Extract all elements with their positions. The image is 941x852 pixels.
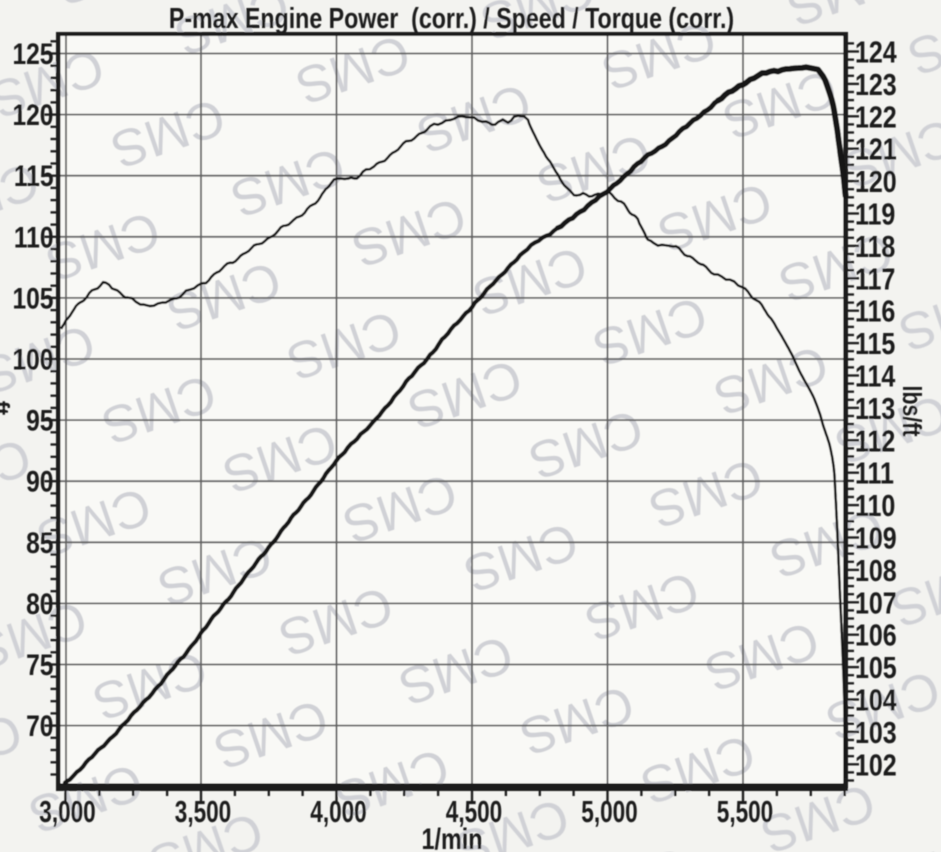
svg-text:123: 123 (855, 68, 897, 102)
svg-text:ft: ft (0, 401, 14, 415)
svg-text:95: 95 (26, 403, 53, 437)
svg-text:108: 108 (855, 554, 897, 588)
svg-text:125: 125 (12, 37, 53, 71)
svg-text:111: 111 (855, 456, 894, 490)
svg-text:105: 105 (12, 281, 53, 315)
svg-text:3,500: 3,500 (175, 795, 231, 829)
svg-text:5,000: 5,000 (581, 795, 637, 829)
svg-text:85: 85 (26, 525, 53, 559)
svg-text:100: 100 (12, 342, 53, 376)
svg-text:109: 109 (855, 521, 897, 555)
svg-text:90: 90 (26, 464, 53, 498)
svg-text:103: 103 (855, 716, 897, 750)
svg-text:120: 120 (855, 165, 897, 199)
svg-text:102: 102 (855, 748, 897, 782)
svg-text:112: 112 (855, 424, 895, 458)
svg-text:115: 115 (855, 327, 895, 361)
svg-text:106: 106 (855, 618, 897, 652)
svg-text:113: 113 (855, 392, 895, 426)
svg-text:104: 104 (855, 683, 897, 717)
svg-text:4,000: 4,000 (310, 795, 366, 829)
svg-text:110: 110 (14, 220, 54, 254)
svg-text:1/min: 1/min (421, 822, 482, 852)
svg-text:5,500: 5,500 (717, 795, 773, 829)
svg-text:114: 114 (855, 359, 896, 393)
svg-text:118: 118 (855, 230, 895, 264)
svg-text:124: 124 (855, 35, 897, 69)
svg-text:lbs/ft: lbs/ft (896, 386, 926, 437)
svg-text:120: 120 (12, 98, 53, 132)
svg-text:121: 121 (855, 132, 897, 166)
svg-text:107: 107 (855, 586, 897, 620)
svg-text:70: 70 (26, 709, 53, 743)
svg-text:117: 117 (855, 262, 895, 296)
svg-text:4,500: 4,500 (446, 795, 502, 829)
svg-text:3,000: 3,000 (39, 795, 95, 829)
svg-text:119: 119 (855, 197, 895, 231)
svg-text:105: 105 (855, 651, 897, 685)
svg-text:116: 116 (855, 294, 895, 328)
svg-text:80: 80 (26, 587, 53, 621)
svg-text:P-max Engine Power (corr.) /: P-max Engine Power (corr.) / Speed / Tor… (169, 1, 734, 34)
svg-text:115: 115 (14, 159, 54, 193)
svg-text:75: 75 (26, 648, 53, 682)
svg-text:110: 110 (855, 489, 895, 523)
svg-text:122: 122 (855, 100, 897, 134)
